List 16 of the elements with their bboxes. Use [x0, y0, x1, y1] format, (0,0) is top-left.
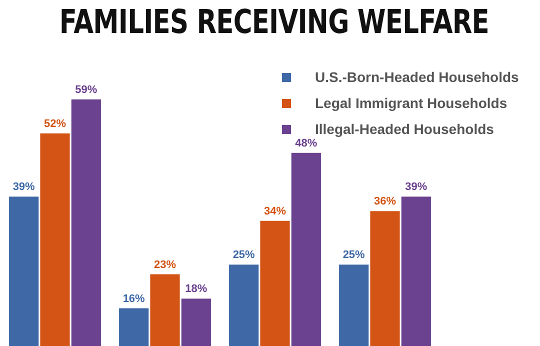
data-label: 39% — [405, 181, 428, 194]
data-label: 48% — [295, 137, 318, 150]
data-label: 59% — [75, 84, 98, 96]
data-label: 36% — [374, 196, 396, 208]
legend-label: Legal Immigrant Households — [315, 95, 508, 111]
data-label: 39% — [12, 181, 36, 194]
data-label: 18% — [185, 283, 208, 296]
data-label: 52% — [44, 118, 66, 130]
data-label: 23% — [154, 258, 176, 271]
data-label: 25% — [342, 249, 366, 262]
chart-title: FAMILIES RECEIVING WELFARE — [59, 2, 489, 41]
data-label: 16% — [122, 292, 146, 305]
legend-label: U.S.-Born-Headed Households — [315, 69, 519, 85]
data-label: 34% — [264, 205, 286, 218]
legend-label: Illegal-Headed Households — [315, 121, 494, 137]
data-label: 25% — [232, 249, 256, 262]
